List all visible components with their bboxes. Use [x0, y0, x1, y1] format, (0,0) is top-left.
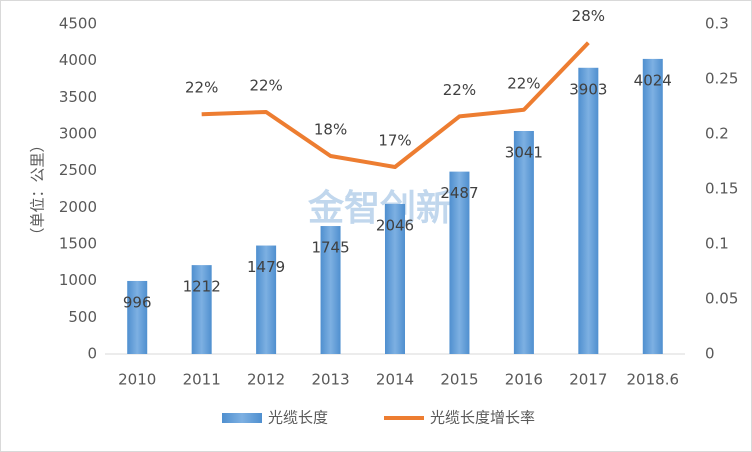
y-tick-label: 2500: [59, 161, 97, 179]
legend-swatch: [222, 413, 262, 423]
bar-value-label: 3903: [569, 80, 607, 98]
bar: [385, 203, 405, 354]
line-value-label: 28%: [572, 7, 605, 25]
bar-value-label: 996: [123, 293, 152, 311]
x-tick-label: 2014: [376, 371, 414, 389]
bar-value-label: 1212: [183, 278, 221, 296]
x-tick-label: 2016: [505, 371, 543, 389]
y2-tick-label: 0.05: [705, 290, 738, 308]
bar: [578, 67, 599, 354]
y-tick-label: 4500: [59, 15, 97, 33]
x-tick-label: 2015: [440, 371, 478, 389]
y2-tick-label: 0.15: [705, 180, 738, 198]
bar: [127, 280, 148, 354]
bar-value-label: 3041: [505, 143, 543, 161]
y-tick-label: 500: [68, 308, 97, 326]
legend-label: 光缆长度增长率: [430, 409, 535, 427]
line-value-label: 17%: [378, 132, 411, 150]
y-tick-label: 1500: [59, 235, 97, 253]
y2-tick-label: 0.25: [705, 70, 738, 88]
watermark: 金智创新: [307, 187, 452, 229]
bar-value-label: 2046: [376, 216, 414, 234]
bar: [320, 226, 341, 354]
legend-label: 光缆长度: [268, 409, 328, 427]
bar: [642, 58, 663, 354]
line-value-label: 22%: [443, 81, 476, 99]
line: [201, 41, 590, 169]
y2-tick-label: 0.3: [705, 15, 729, 33]
bar-value-label: 4024: [634, 71, 672, 89]
x-tick-label: 2010: [118, 371, 156, 389]
line-value-label: 22%: [507, 74, 540, 92]
bar: [513, 130, 534, 354]
bar: [449, 171, 470, 354]
x-tick-label: 2017: [569, 371, 607, 389]
y-tick-label: 3500: [59, 88, 97, 106]
bar-value-label: 1479: [247, 258, 285, 276]
bar-value-label: 2487: [440, 184, 478, 202]
x-tick-label: 2012: [247, 371, 285, 389]
x-tick-label: 2013: [311, 371, 349, 389]
bar: [256, 245, 277, 354]
y2-tick-label: 0: [705, 345, 715, 363]
x-tick-label: 2018.6: [627, 371, 680, 389]
x-tick-label: 2011: [183, 371, 221, 389]
bar: [191, 265, 212, 354]
line-value-label: 18%: [314, 121, 347, 139]
y2-tick-label: 0.1: [705, 235, 729, 253]
bar-value-label: 1745: [311, 239, 349, 257]
y2-tick-label: 0.2: [705, 125, 729, 143]
line-value-label: 22%: [249, 77, 282, 95]
y-tick-label: 2000: [59, 198, 97, 216]
y-tick-label: 0: [87, 345, 97, 363]
line-value-label: 22%: [185, 79, 218, 97]
y-tick-label: 3000: [59, 125, 97, 143]
y-tick-label: 1000: [59, 271, 97, 289]
y-axis-label: （单位：公里）: [29, 137, 47, 242]
y-tick-label: 4000: [59, 51, 97, 69]
